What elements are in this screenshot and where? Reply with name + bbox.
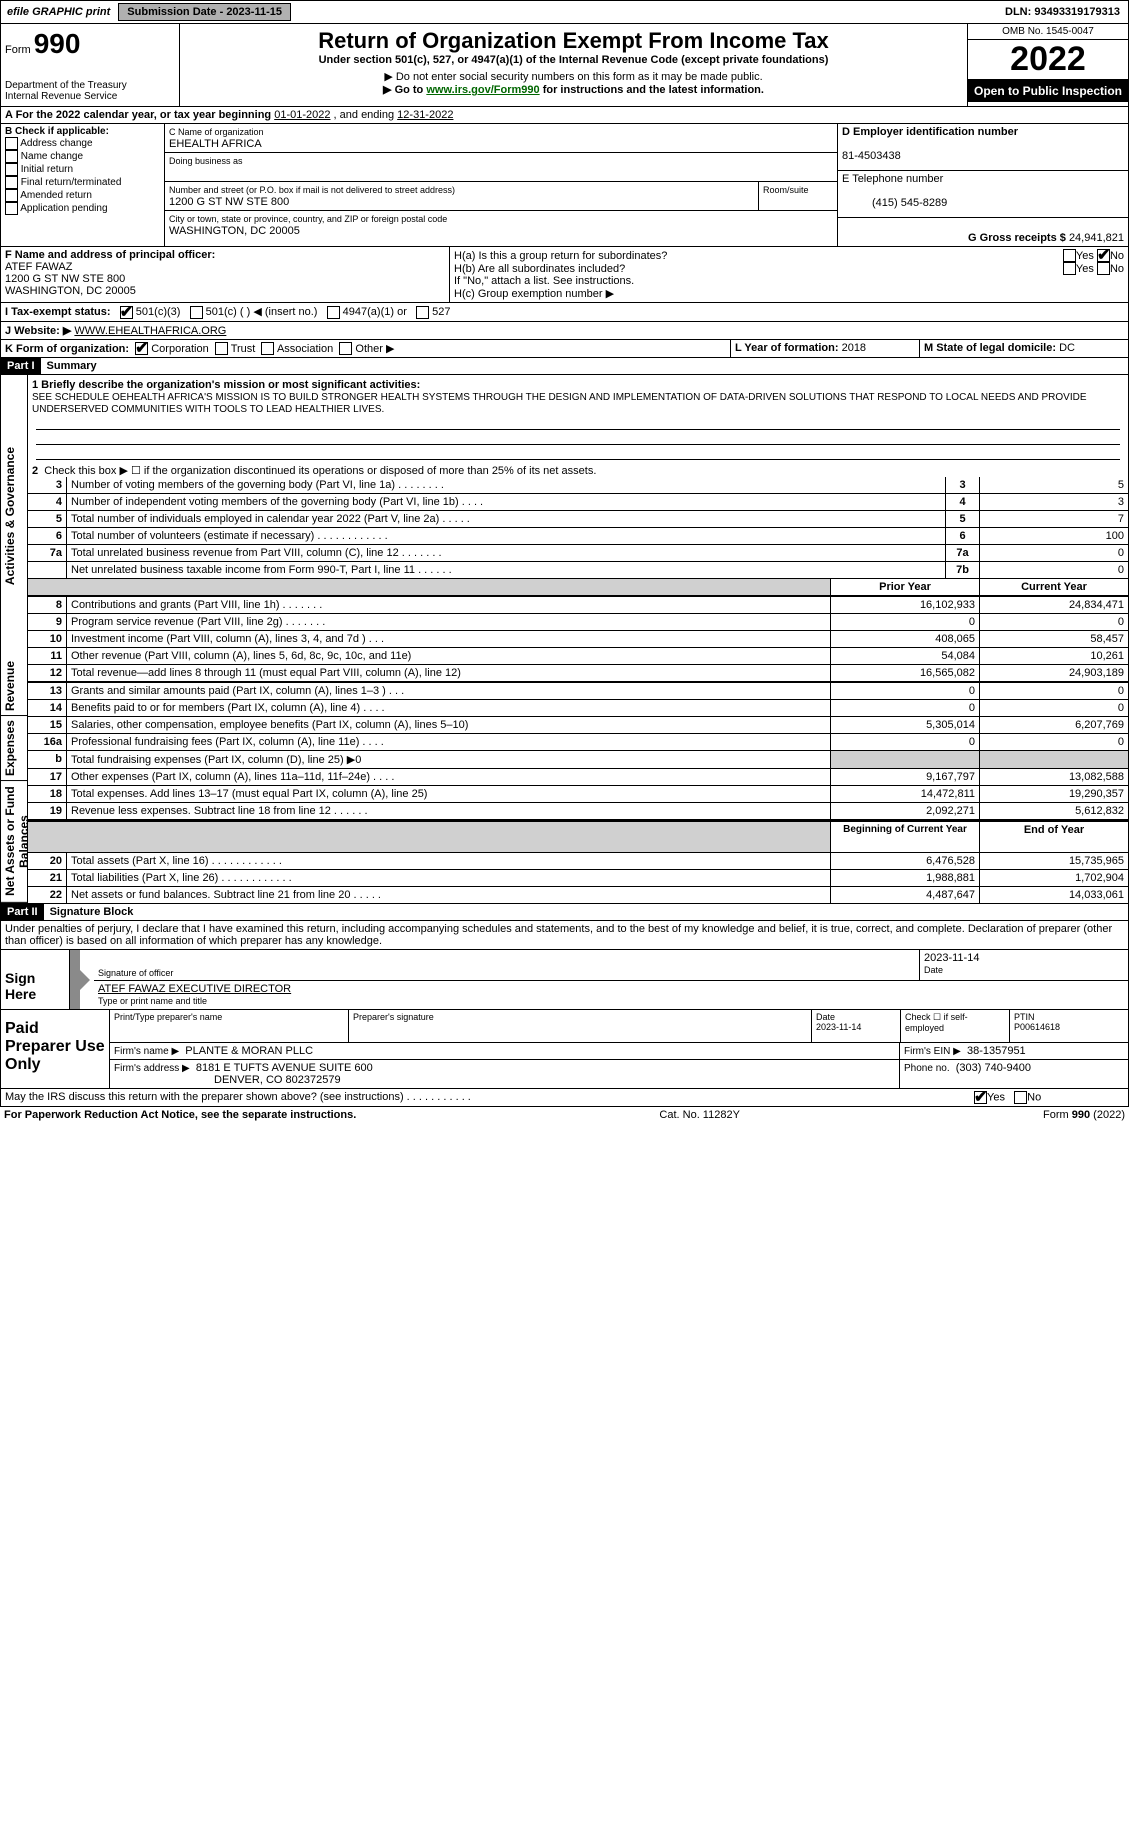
efile-label: efile GRAPHIC print (1, 4, 116, 20)
table-row: 16a Professional fundraising fees (Part … (28, 734, 1128, 751)
header-center: Return of Organization Exempt From Incom… (180, 24, 967, 106)
checkbox-trust[interactable] (215, 342, 228, 355)
box-j: J Website: ▶ WWW.EHEALTHAFRICA.ORG (0, 322, 1129, 340)
governance-table: 3 Number of voting members of the govern… (28, 477, 1128, 579)
part1-header: Part I Summary (0, 358, 1129, 375)
gross-receipts: 24,941,821 (1069, 232, 1124, 244)
header-left: Form 990 Department of the Treasury Inte… (1, 24, 180, 106)
table-row: 13 Grants and similar amounts paid (Part… (28, 683, 1128, 700)
fh-block: F Name and address of principal officer:… (0, 247, 1129, 303)
table-row: 6 Total number of volunteers (estimate i… (28, 528, 1128, 545)
checkbox-ha-no[interactable] (1097, 249, 1110, 262)
side-revenue: Revenue (1, 657, 27, 716)
sign-arrow-icon (70, 950, 80, 1009)
table-row: 21 Total liabilities (Part X, line 26) .… (28, 870, 1128, 887)
checkbox-app-pending[interactable] (5, 202, 18, 215)
omb-label: OMB No. 1545-0047 (968, 24, 1128, 40)
box-b: B Check if applicable: Address change Na… (1, 124, 165, 246)
may-irs-row: May the IRS discuss this return with the… (0, 1089, 1129, 1107)
table-row: 9 Program service revenue (Part VIII, li… (28, 614, 1128, 631)
revenue-table: Prior Year Current Year 8 Contributions … (28, 579, 1128, 683)
line-a: A For the 2022 calendar year, or tax yea… (0, 107, 1129, 124)
form-note2: ▶ Go to www.irs.gov/Form990 for instruct… (184, 83, 963, 96)
header-right: OMB No. 1545-0047 2022 Open to Public In… (967, 24, 1128, 106)
tax-year: 2022 (968, 40, 1128, 80)
submission-date-button[interactable]: Submission Date - 2023-11-15 (118, 3, 291, 21)
paid-preparer-block: Paid Preparer Use Only Print/Type prepar… (0, 1010, 1129, 1089)
box-deg: D Employer identification number 81-4503… (837, 124, 1128, 246)
irs-link[interactable]: www.irs.gov/Form990 (426, 84, 539, 96)
table-row: Net unrelated business taxable income fr… (28, 562, 1128, 579)
org-name: EHEALTH AFRICA (169, 138, 262, 150)
dept-label: Department of the Treasury (5, 80, 175, 91)
telephone: (415) 545-8289 (842, 197, 947, 209)
table-row: 11 Other revenue (Part VIII, column (A),… (28, 648, 1128, 665)
netassets-table: Beginning of Current Year End of Year 20… (28, 820, 1128, 903)
checkbox-assoc[interactable] (261, 342, 274, 355)
table-row: 20 Total assets (Part X, line 16) . . . … (28, 853, 1128, 870)
table-row: 18 Total expenses. Add lines 13–17 (must… (28, 786, 1128, 803)
table-row: 22 Net assets or fund balances. Subtract… (28, 887, 1128, 904)
irs-label: Internal Revenue Service (5, 91, 175, 102)
table-row: 8 Contributions and grants (Part VIII, l… (28, 596, 1128, 614)
checkbox-other[interactable] (339, 342, 352, 355)
box-c: C Name of organization EHEALTH AFRICA Do… (165, 124, 837, 246)
table-row: 12 Total revenue—add lines 8 through 11 … (28, 665, 1128, 683)
mission-text: SEE SCHEDULE OEHEALTH AFRICA'S MISSION I… (32, 392, 1087, 415)
checkbox-501c3[interactable] (120, 306, 133, 319)
table-row: 3 Number of voting members of the govern… (28, 477, 1128, 494)
side-netassets: Net Assets or Fund Balances (1, 781, 27, 903)
form-header: Form 990 Department of the Treasury Inte… (0, 24, 1129, 107)
side-expenses: Expenses (1, 716, 27, 781)
form-prefix: Form (5, 44, 31, 56)
org-street: 1200 G ST NW STE 800 (169, 196, 289, 208)
website-link[interactable]: WWW.EHEALTHAFRICA.ORG (74, 325, 226, 337)
penalty-text: Under penalties of perjury, I declare th… (0, 921, 1129, 950)
summary-block: Activities & Governance Revenue Expenses… (0, 375, 1129, 904)
form-note1: ▶ Do not enter social security numbers o… (184, 70, 963, 83)
table-row: 7a Total unrelated business revenue from… (28, 545, 1128, 562)
dln-label: DLN: 93493319179313 (997, 4, 1128, 20)
checkbox-final-return[interactable] (5, 176, 18, 189)
checkbox-hb-no[interactable] (1097, 262, 1110, 275)
box-i: I Tax-exempt status: 501(c)(3) 501(c) ( … (0, 303, 1129, 322)
box-f: F Name and address of principal officer:… (1, 247, 450, 302)
klm-block: K Form of organization: Corporation Trus… (0, 340, 1129, 359)
open-public-label: Open to Public Inspection (968, 80, 1128, 102)
part2-header: Part II Signature Block (0, 904, 1129, 921)
table-row: 15 Salaries, other compensation, employe… (28, 717, 1128, 734)
checkbox-irs-no[interactable] (1014, 1091, 1027, 1104)
checkbox-hb-yes[interactable] (1063, 262, 1076, 275)
checkbox-501c[interactable] (190, 306, 203, 319)
table-row: 14 Benefits paid to or for members (Part… (28, 700, 1128, 717)
checkbox-corp[interactable] (135, 342, 148, 355)
checkbox-amended[interactable] (5, 189, 18, 202)
checkbox-irs-yes[interactable] (974, 1091, 987, 1104)
checkbox-ha-yes[interactable] (1063, 249, 1076, 262)
checkbox-initial-return[interactable] (5, 163, 18, 176)
bcde-block: B Check if applicable: Address change Na… (0, 124, 1129, 247)
sign-here-block: Sign Here Signature of officer 2023-11-1… (0, 950, 1129, 1010)
checkbox-address-change[interactable] (5, 137, 18, 150)
table-row: 19 Revenue less expenses. Subtract line … (28, 803, 1128, 820)
checkbox-527[interactable] (416, 306, 429, 319)
table-row: 17 Other expenses (Part IX, column (A), … (28, 769, 1128, 786)
box-h: H(a) Is this a group return for subordin… (450, 247, 1128, 302)
org-city: WASHINGTON, DC 20005 (169, 225, 300, 237)
table-row: 4 Number of independent voting members o… (28, 494, 1128, 511)
table-row: 10 Investment income (Part VIII, column … (28, 631, 1128, 648)
form-number: 990 (34, 28, 81, 59)
side-governance: Activities & Governance (1, 375, 27, 657)
expenses-table: 13 Grants and similar amounts paid (Part… (28, 683, 1128, 820)
checkbox-4947[interactable] (327, 306, 340, 319)
checkbox-name-change[interactable] (5, 150, 18, 163)
form-title: Return of Organization Exempt From Incom… (184, 28, 963, 54)
table-row: 5 Total number of individuals employed i… (28, 511, 1128, 528)
top-bar: efile GRAPHIC print Submission Date - 20… (0, 0, 1129, 24)
form-subtitle: Under section 501(c), 527, or 4947(a)(1)… (184, 54, 963, 66)
footer: For Paperwork Reduction Act Notice, see … (0, 1107, 1129, 1123)
table-row: b Total fundraising expenses (Part IX, c… (28, 751, 1128, 769)
ein: 81-4503438 (842, 150, 901, 162)
